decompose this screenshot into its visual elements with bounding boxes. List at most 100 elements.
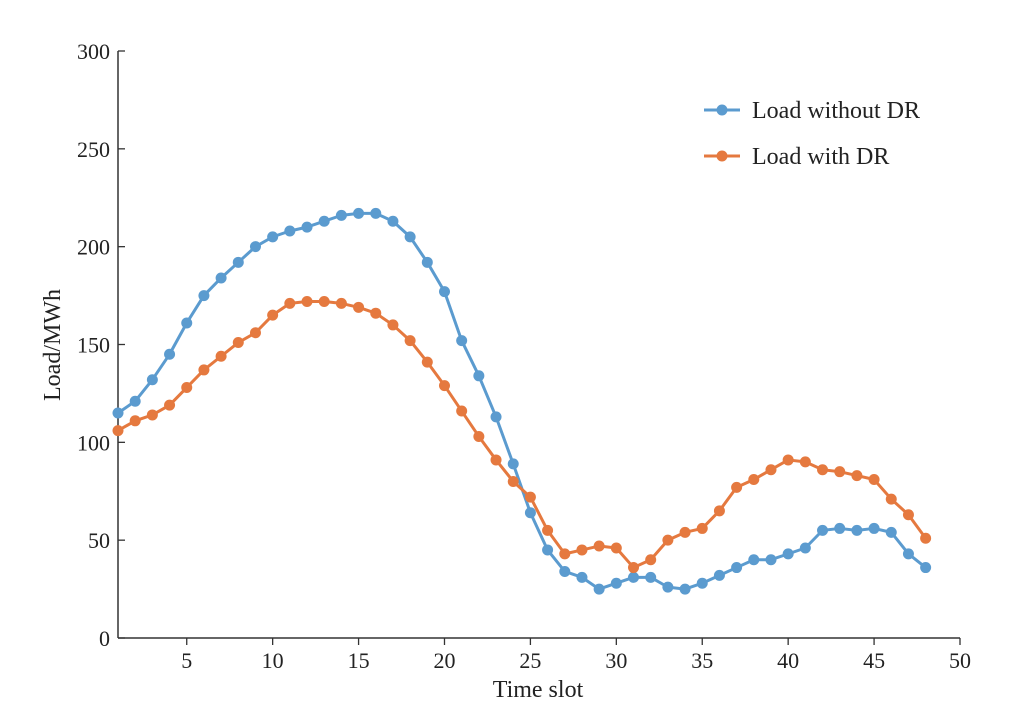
data-point	[404, 231, 416, 243]
data-point	[490, 454, 502, 466]
data-point	[507, 458, 519, 470]
data-point	[129, 395, 141, 407]
y-tick-label: 0	[99, 626, 110, 651]
legend: Load without DR Load with DR	[704, 98, 920, 170]
data-point	[490, 411, 502, 423]
data-point	[679, 526, 691, 538]
data-point	[902, 548, 914, 560]
y-tick-label: 200	[77, 235, 110, 260]
data-point	[628, 571, 640, 583]
data-point	[387, 319, 399, 331]
data-point	[885, 526, 897, 538]
data-point	[576, 544, 588, 556]
data-point	[731, 481, 743, 493]
x-tick-label: 15	[348, 648, 370, 673]
data-point	[249, 327, 261, 339]
data-point	[146, 374, 158, 386]
x-tick-label: 10	[262, 648, 284, 673]
data-point	[335, 209, 347, 221]
data-point	[662, 581, 674, 593]
data-point	[679, 583, 691, 595]
data-point	[438, 286, 450, 298]
data-point	[868, 522, 880, 534]
data-point	[112, 425, 124, 437]
data-point	[284, 297, 296, 309]
data-point	[524, 491, 536, 503]
data-point	[748, 474, 760, 486]
axes	[117, 51, 960, 639]
data-point	[920, 532, 932, 544]
data-point	[834, 522, 846, 534]
data-point	[164, 399, 176, 411]
data-point	[370, 307, 382, 319]
data-point	[885, 493, 897, 505]
data-point	[387, 215, 399, 227]
data-point	[542, 524, 554, 536]
x-tick-label: 45	[863, 648, 885, 673]
x-axis-title: Time slot	[493, 677, 584, 703]
data-point	[559, 565, 571, 577]
x-tick-label: 30	[605, 648, 627, 673]
data-point	[181, 317, 193, 329]
data-point	[370, 207, 382, 219]
data-point	[301, 221, 313, 233]
legend-item: Load with DR	[704, 144, 889, 170]
data-point	[473, 430, 485, 442]
data-point	[112, 407, 124, 419]
data-point	[421, 256, 433, 268]
data-point	[215, 350, 227, 362]
data-point	[215, 272, 227, 284]
data-point	[456, 335, 468, 347]
data-point	[782, 548, 794, 560]
data-point	[851, 524, 863, 536]
data-point	[920, 562, 932, 574]
data-point	[713, 569, 725, 581]
x-tick-label: 5	[181, 648, 192, 673]
data-point	[645, 554, 657, 566]
data-point	[164, 348, 176, 360]
data-point	[662, 534, 674, 546]
data-point	[628, 562, 640, 574]
data-point	[404, 335, 416, 347]
data-point	[456, 405, 468, 417]
data-point	[146, 409, 158, 421]
data-point	[645, 571, 657, 583]
data-point	[593, 540, 605, 552]
legend-label: Load without DR	[752, 98, 920, 124]
data-point	[696, 522, 708, 534]
data-point	[129, 415, 141, 427]
data-point	[713, 505, 725, 517]
data-point	[610, 577, 622, 589]
data-point	[249, 241, 261, 253]
series-layer	[112, 207, 932, 595]
data-point	[507, 475, 519, 487]
data-point	[748, 554, 760, 566]
data-point	[593, 583, 605, 595]
legend-marker	[716, 150, 728, 162]
data-point	[731, 562, 743, 574]
data-point	[318, 215, 330, 227]
x-tick-label: 35	[691, 648, 713, 673]
data-point	[765, 464, 777, 476]
legend-item: Load without DR	[704, 98, 920, 124]
data-point	[524, 507, 536, 519]
series-1	[112, 207, 932, 595]
data-point	[473, 370, 485, 382]
y-tick-label: 150	[77, 333, 110, 358]
legend-label: Load with DR	[752, 144, 889, 170]
y-tick-label: 50	[88, 528, 110, 553]
data-point	[198, 364, 210, 376]
y-axis-title: Load/MWh	[40, 289, 66, 401]
data-point	[267, 231, 279, 243]
data-point	[576, 571, 588, 583]
data-point	[696, 577, 708, 589]
x-tick-label: 25	[519, 648, 541, 673]
data-point	[438, 380, 450, 392]
data-point	[198, 290, 210, 302]
data-point	[817, 524, 829, 536]
data-point	[559, 548, 571, 560]
x-axis-ticks: 5 10 15 20 25 30 35 40 45 50	[181, 638, 971, 673]
data-point	[353, 207, 365, 219]
data-point	[902, 509, 914, 521]
